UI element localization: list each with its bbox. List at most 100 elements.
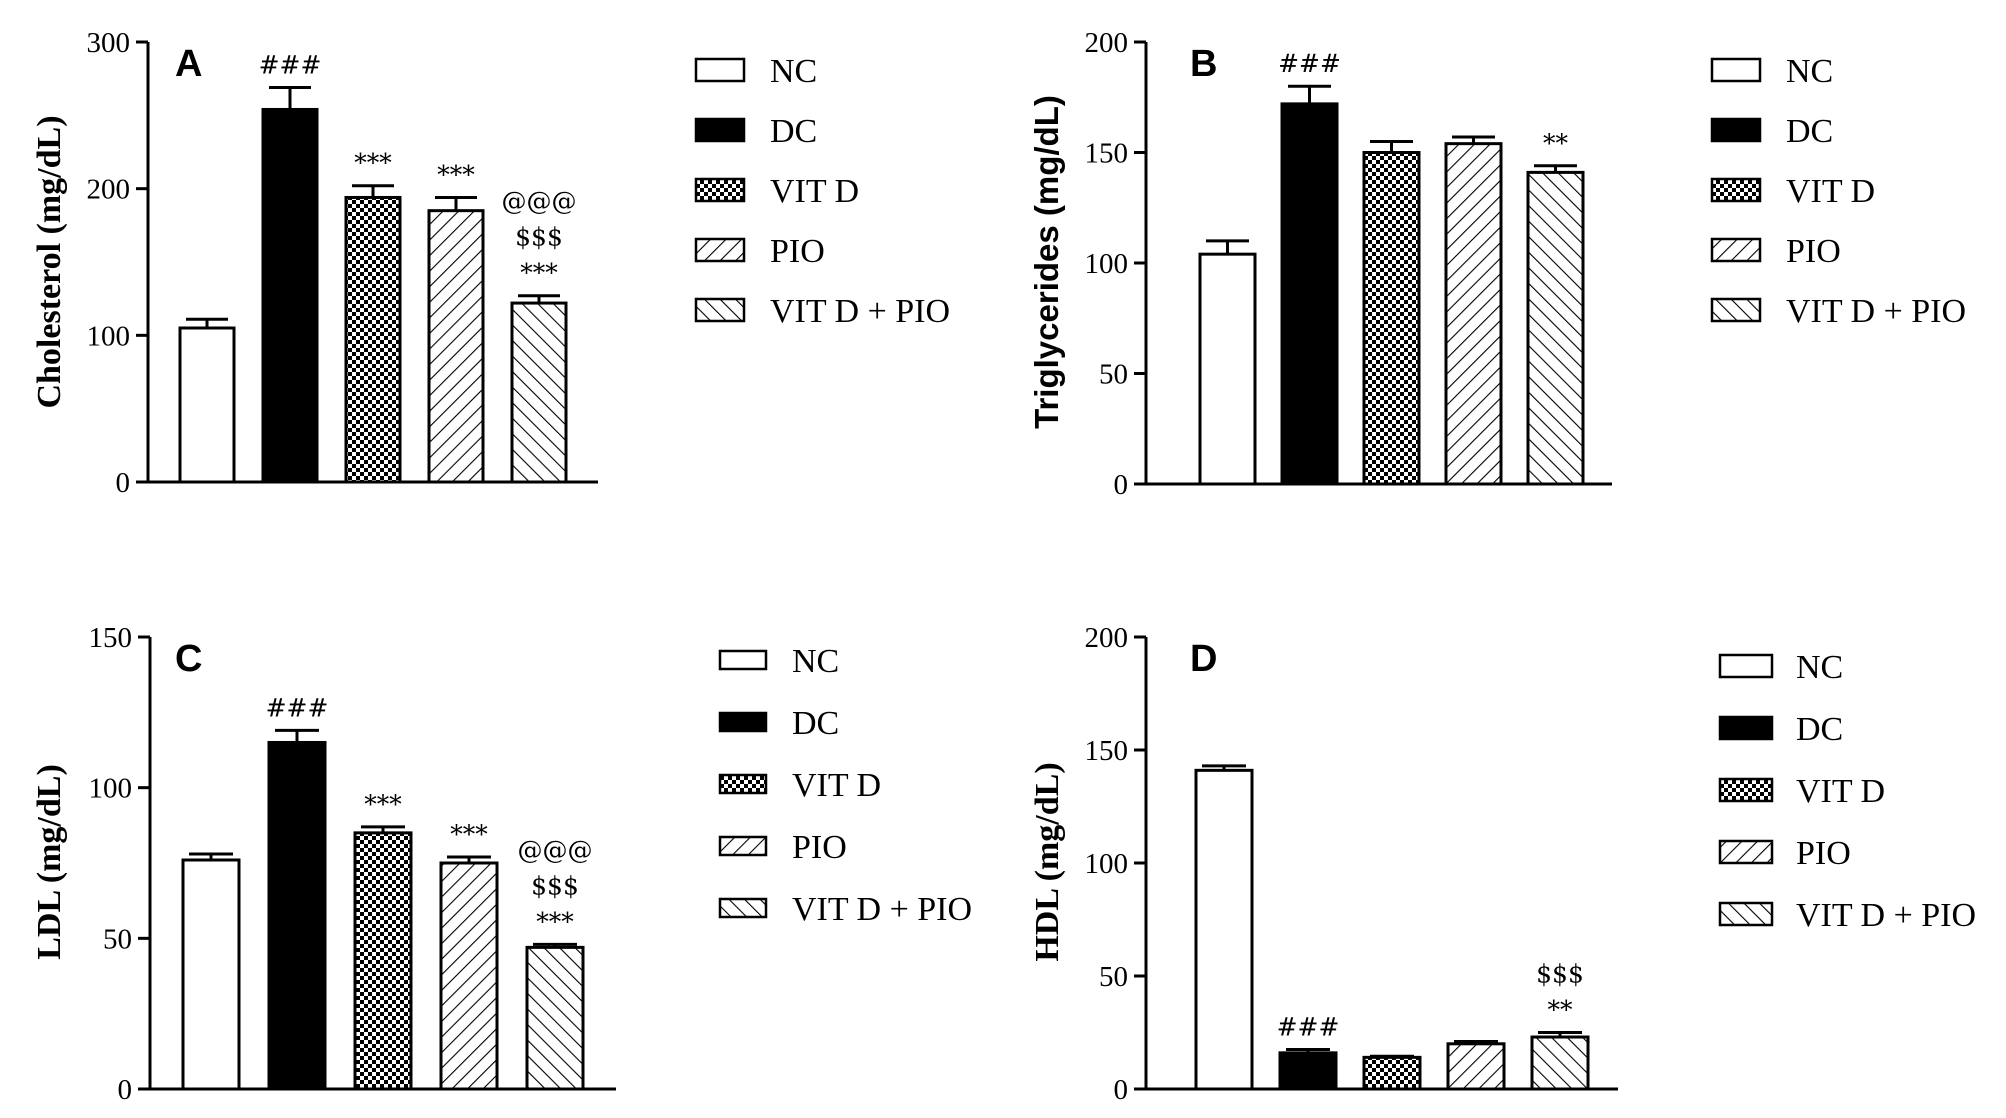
legend-label: PIO (770, 233, 825, 270)
y-tick-label: 150 (1085, 735, 1129, 767)
legend-label: VIT D (792, 767, 881, 804)
bar-nc (1198, 252, 1257, 486)
y-tick-label: 100 (1085, 848, 1129, 880)
y-axis-label: LDL (mg/dL) (31, 764, 68, 960)
significance-label: @@@ (502, 187, 577, 216)
significance-label: ### (1278, 49, 1341, 78)
legend-label: DC (792, 705, 839, 742)
legend-swatch (718, 711, 768, 733)
chart-panel-b: 0 50 100 150 200 Triglycerides (mg/dL) B ### ** N… (1028, 27, 1966, 501)
legend-swatch (1710, 297, 1762, 323)
bar-pio (427, 209, 485, 484)
panel-letter: D (1190, 638, 1217, 680)
chart-panel-a: 0 100 200 300 Cholesterol (mg/dL) A ### *** *** *… (31, 27, 950, 499)
legend-swatch (694, 297, 746, 323)
bar-vit-d (1362, 1055, 1422, 1091)
legend-swatch (718, 897, 768, 919)
legend-label: VIT D + PIO (770, 293, 950, 330)
significance-label: *** (536, 907, 574, 936)
legend-label: NC (792, 643, 839, 680)
legend-swatch (1710, 117, 1762, 143)
significance-label: *** (354, 149, 392, 178)
significance-label: $$$ (515, 223, 563, 252)
legend-swatch (1710, 177, 1762, 203)
bar-nc (1194, 768, 1254, 1091)
legend-swatch (1718, 715, 1774, 741)
bar-vit-d (1362, 151, 1421, 486)
bar-nc (181, 858, 241, 1091)
y-tick-label: 50 (1099, 961, 1128, 993)
chart-panel-d: 0 50 100 150 200 HDL (mg/dL) D ### ** $$$ NC DC VIT … (1029, 622, 1976, 1106)
legend-swatch (1718, 839, 1774, 865)
bar-pio (439, 861, 499, 1091)
bar-vit-d-pio (1530, 1035, 1590, 1091)
y-axis-label: HDL (mg/dL) (1029, 762, 1066, 961)
legend-label: VIT D + PIO (1786, 293, 1966, 330)
significance-label: ### (259, 50, 322, 79)
legend-label: DC (1796, 711, 1843, 748)
legend-swatch (694, 57, 746, 83)
y-tick-label: 0 (116, 467, 131, 499)
significance-label: *** (520, 259, 558, 288)
legend-swatch (1718, 653, 1774, 679)
y-tick-label: 200 (87, 174, 131, 206)
y-tick-label: 100 (1085, 248, 1129, 280)
y-tick-label: 200 (1085, 27, 1129, 59)
legend-swatch (694, 117, 746, 143)
y-tick-label: 150 (89, 622, 133, 654)
legend-label: DC (1786, 113, 1833, 150)
legend-label: VIT D (1796, 773, 1885, 810)
significance-label: *** (364, 790, 402, 819)
bar-pio (1446, 1042, 1506, 1091)
panel-letter: A (175, 43, 202, 85)
significance-label: ### (266, 693, 329, 722)
significance-label: ** (1543, 129, 1569, 158)
legend-swatch (1718, 777, 1774, 803)
bar-dc (267, 740, 327, 1091)
legend: NC DC VIT D PIO VIT D + PIO (694, 53, 950, 330)
bar-vit-d-pio (510, 301, 568, 484)
y-tick-label: 150 (1085, 138, 1129, 170)
bar-vit-d-pio (525, 945, 585, 1091)
significance-label: $$$ (1536, 960, 1584, 989)
y-tick-label: 50 (103, 923, 132, 955)
legend: NC DC VIT D PIO VIT D + PIO (1710, 53, 1966, 330)
significance-label: ### (1277, 1012, 1340, 1041)
bar-dc (261, 107, 319, 484)
panel-letter: C (175, 638, 202, 680)
legend-swatch (718, 835, 768, 857)
legend-swatch (694, 177, 746, 203)
legend-swatch (1710, 57, 1762, 83)
legend-label: VIT D + PIO (792, 891, 972, 928)
bar-vit-d-pio (1526, 170, 1585, 486)
legend-label: PIO (1796, 835, 1851, 872)
y-tick-label: 0 (118, 1074, 133, 1106)
bar-vit-d (344, 195, 402, 484)
legend-swatch (1718, 901, 1774, 927)
bar-dc (1280, 102, 1339, 486)
legend-label: VIT D (1786, 173, 1875, 210)
legend-label: PIO (1786, 233, 1841, 270)
bar-vit-d (353, 831, 413, 1091)
bar-dc (1278, 1051, 1338, 1091)
y-tick-label: 0 (1114, 469, 1129, 501)
y-tick-label: 0 (1114, 1074, 1129, 1106)
significance-label: $$$ (531, 871, 579, 900)
significance-label: ** (1548, 996, 1574, 1025)
y-axis-label: Triglycerides (mg/dL) (1028, 95, 1065, 429)
y-axis-label: Cholesterol (mg/dL) (31, 115, 68, 408)
legend-label: VIT D (770, 173, 859, 210)
legend-label: VIT D + PIO (1796, 897, 1976, 934)
y-tick-label: 50 (1099, 359, 1128, 391)
legend-swatch (1710, 237, 1762, 263)
chart-panel-c: 0 50 100 150 LDL (mg/dL) C ### *** *** *** $$$ @@@ N… (31, 622, 972, 1106)
y-tick-label: 100 (87, 320, 131, 352)
significance-label: *** (450, 820, 488, 849)
significance-label: @@@ (518, 835, 593, 864)
bar-pio (1444, 142, 1503, 486)
legend-label: NC (770, 53, 817, 90)
y-tick-label: 100 (89, 773, 133, 805)
y-tick-label: 300 (87, 27, 131, 59)
